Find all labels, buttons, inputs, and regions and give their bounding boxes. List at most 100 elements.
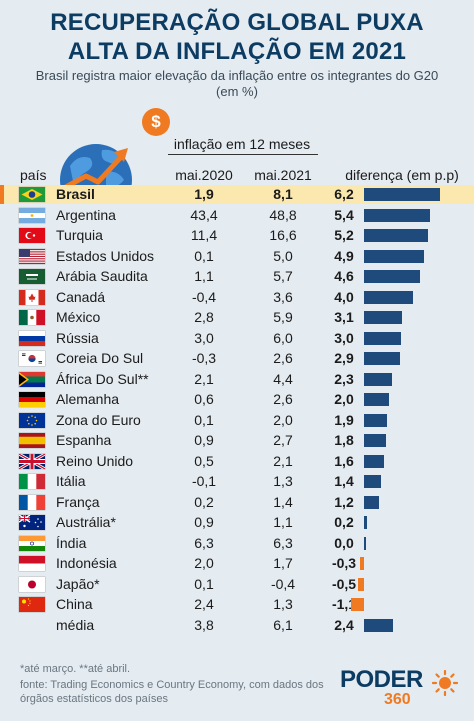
footnote-source-2: órgãos estatísticos dos países <box>20 693 168 705</box>
value-may-2021: 4,4 <box>273 370 293 387</box>
value-may-2021: 2,6 <box>273 391 293 407</box>
title-line-2: ALTA DA INFLAÇÃO EM 2021 <box>67 38 407 65</box>
difference-label: 2,3 <box>334 370 354 387</box>
header-may-2021: mai.2021 <box>254 167 312 183</box>
value-may-2020: 0,2 <box>194 493 214 510</box>
value-may-2021: -0,4 <box>270 575 296 592</box>
value-may-2020: 0,1 <box>194 575 214 592</box>
table-row: Brasil 1,9 8,1 6,2 <box>0 185 474 204</box>
difference-bar <box>364 188 440 201</box>
table-row: Indonésia 2,0 1,7 -0,3 <box>0 554 474 573</box>
value-may-2020: 2,1 <box>194 370 214 387</box>
highlight-marker <box>0 185 4 204</box>
header-inflation: inflação em 12 meses <box>173 136 311 152</box>
value-may-2020: 0,1 <box>194 247 214 264</box>
value-may-2020: 2,4 <box>194 596 214 612</box>
value-may-2020: 2,8 <box>194 309 214 325</box>
table-row: Itália -0,1 1,3 1,4 <box>0 472 474 491</box>
difference-bar <box>364 311 402 324</box>
difference-label: -0,5 <box>331 575 357 592</box>
difference-bar <box>364 331 401 345</box>
table-row: Austrália* 0,9 1,1 0,2 <box>0 513 474 532</box>
table-row: Coreia Do Sul -0,3 2,6 2,9 <box>0 349 474 368</box>
value-may-2021: 5,7 <box>273 268 293 284</box>
value-may-2021: 1,1 <box>273 514 293 530</box>
japan-flag-icon <box>19 576 45 592</box>
value-may-2020: 11,4 <box>190 227 218 243</box>
difference-bar <box>364 393 389 406</box>
country-name: Itália <box>56 473 86 489</box>
value-may-2021: 1,3 <box>273 596 293 612</box>
south-africa-flag-icon <box>19 371 45 387</box>
difference-label: 6,2 <box>334 186 354 202</box>
poder360-logo: PODER 360 <box>340 664 460 710</box>
difference-bar <box>364 229 428 242</box>
spain-flag-icon <box>19 433 45 448</box>
brazil-flag-icon <box>19 187 45 202</box>
value-may-2021: 6,1 <box>273 616 293 633</box>
country-name: Zona do Euro <box>56 411 141 428</box>
value-may-2021: 2,6 <box>273 350 293 366</box>
difference-bar <box>364 208 431 222</box>
difference-label: 0,0 <box>334 534 354 551</box>
value-may-2021: 2,7 <box>273 432 293 448</box>
country-name: Índia <box>56 534 87 551</box>
country-name: Estados Unidos <box>56 247 155 264</box>
country-name: Indonésia <box>56 555 117 571</box>
mexico-flag-icon <box>19 310 45 325</box>
header-divider <box>168 154 318 155</box>
table-row: Canadá -0,4 3,6 4,0 <box>0 288 474 307</box>
difference-bar <box>360 557 364 570</box>
footnote-dates: *até março. **até abril. <box>20 663 131 675</box>
difference-bar <box>364 516 367 529</box>
difference-bar <box>364 495 379 509</box>
logo-word: PODER <box>340 666 423 693</box>
difference-bar <box>364 434 387 447</box>
difference-bar <box>364 536 366 550</box>
table-row: Índia 6,3 6,3 0,0 <box>0 534 474 553</box>
table-row: França 0,2 1,4 1,2 <box>0 493 474 512</box>
canada-flag-icon <box>19 289 45 305</box>
difference-label: 2,0 <box>334 391 354 407</box>
table-row: Zona do Euro 0,1 2,0 1,9 <box>0 411 474 430</box>
eu-flag-icon <box>19 412 45 428</box>
value-may-2021: 1,7 <box>273 555 293 571</box>
table-row: Espanha 0,9 2,7 1,8 <box>0 431 474 450</box>
table-row: Rússia 3,0 6,0 3,0 <box>0 329 474 348</box>
difference-label: -1,1 <box>331 596 357 612</box>
value-may-2021: 5,0 <box>273 247 293 264</box>
difference-bar <box>364 454 384 468</box>
china-flag-icon <box>19 597 45 612</box>
country-name: Turquia <box>56 227 103 243</box>
difference-label: 5,4 <box>334 206 354 223</box>
country-name: Brasil <box>56 186 95 202</box>
difference-bar <box>364 618 394 632</box>
country-name: Espanha <box>56 432 112 448</box>
country-name: México <box>56 309 101 325</box>
value-may-2021: 8,1 <box>273 186 293 202</box>
difference-bar <box>364 290 413 304</box>
table-row: Arábia Saudita 1,1 5,7 4,6 <box>0 267 474 286</box>
value-may-2020: -0,1 <box>191 473 217 489</box>
country-name: França <box>56 493 100 510</box>
difference-bar <box>364 413 388 427</box>
value-may-2021: 1,4 <box>273 493 293 510</box>
table-row: Estados Unidos 0,1 5,0 4,9 <box>0 247 474 266</box>
country-name: Reino Unido <box>56 452 134 469</box>
value-may-2021: 5,9 <box>273 309 293 325</box>
country-name: Coreia Do Sul <box>56 350 144 366</box>
australia-flag-icon <box>19 515 45 530</box>
south-korea-flag-icon <box>19 351 45 366</box>
table-row: Argentina 43,4 48,8 5,4 <box>0 206 474 225</box>
dollar-coin-icon: $ <box>142 108 170 136</box>
difference-label: 3,0 <box>334 329 354 346</box>
difference-label: 2,9 <box>334 350 354 366</box>
table-row: México 2,8 5,9 3,1 <box>0 308 474 327</box>
difference-label: 1,8 <box>334 432 354 448</box>
globe-icon <box>60 144 132 192</box>
value-may-2020: 2,0 <box>194 555 214 571</box>
value-may-2020: -0,3 <box>191 350 217 366</box>
value-may-2020: 0,1 <box>194 411 214 428</box>
value-may-2021: 2,1 <box>273 452 293 469</box>
